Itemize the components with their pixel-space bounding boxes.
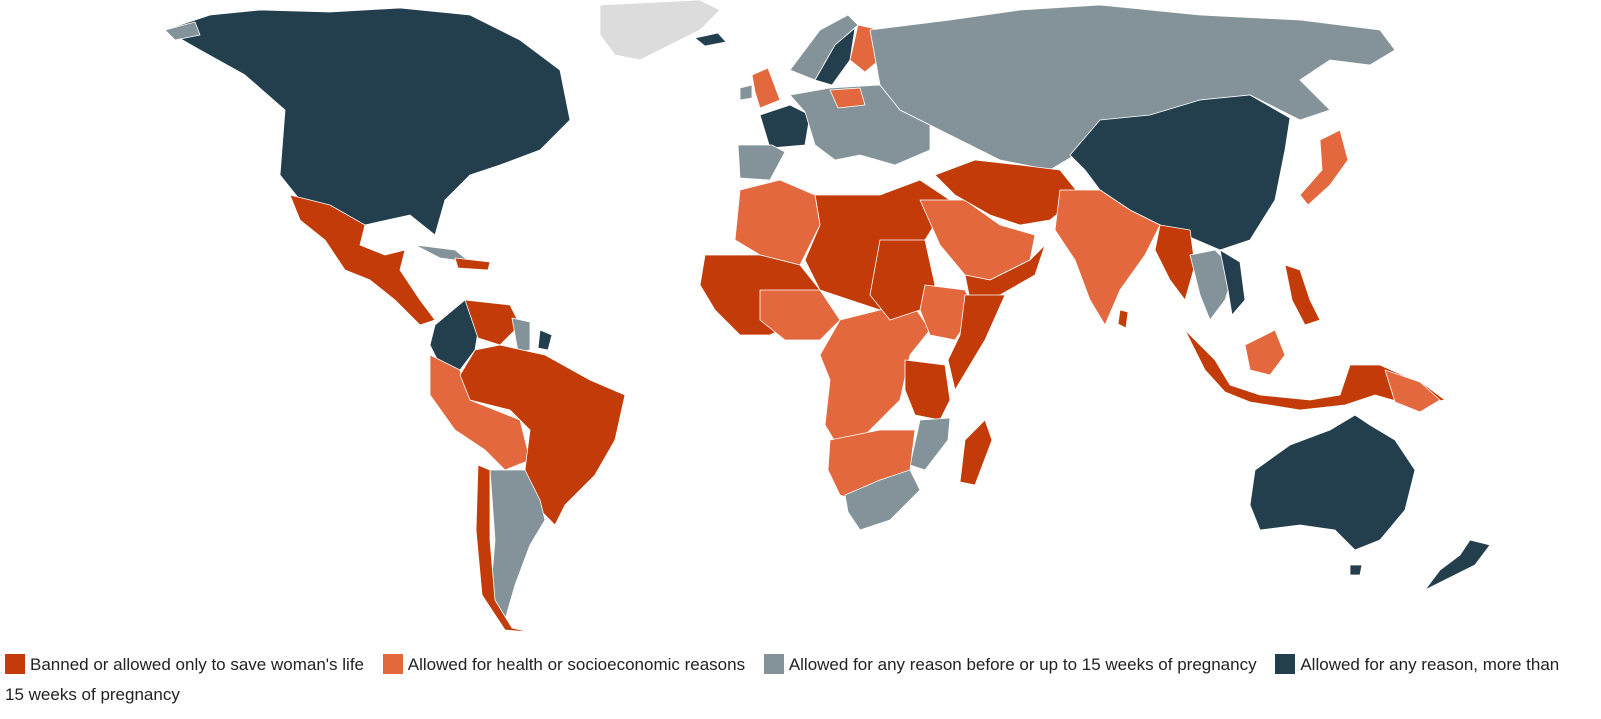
- region-sri-lanka: [1117, 309, 1129, 329]
- legend-item-banned: Banned or allowed only to save woman's l…: [5, 654, 364, 674]
- region-hispaniola: [454, 257, 491, 271]
- legend-swatch-fifteen-weeks: [763, 654, 784, 674]
- region-chile: [475, 464, 531, 633]
- legend-label-fifteen-weeks: Allowed for any reason before or up to 1…: [788, 655, 1257, 674]
- legend-item-health: Allowed for health or socioeconomic reas…: [382, 654, 746, 674]
- region-east-africa: [904, 359, 951, 421]
- region-french-guiana: [537, 329, 553, 351]
- region-alaska-islands: [164, 21, 201, 41]
- region-uk: [751, 67, 781, 109]
- region-mozambique: [909, 417, 951, 471]
- region-maghreb: [734, 179, 821, 266]
- region-japan: [1299, 129, 1349, 206]
- region-nigeria-ghana: [759, 289, 841, 341]
- region-ireland: [739, 84, 753, 101]
- region-new-zealand: [1424, 539, 1491, 591]
- map-legend: Banned or allowed only to save woman's l…: [5, 650, 1565, 710]
- world-map: [164, 0, 1491, 633]
- legend-swatch-health: [382, 654, 403, 674]
- legend-label-health: Allowed for health or socioeconomic reas…: [407, 655, 746, 674]
- region-tasmania: [1349, 564, 1363, 576]
- region-central-europe: [789, 84, 931, 166]
- region-iberia: [737, 144, 786, 181]
- region-indonesia: [1184, 329, 1446, 411]
- legend-label-banned: Banned or allowed only to save woman's l…: [30, 655, 364, 674]
- region-russia: [869, 4, 1396, 171]
- region-south-africa: [844, 469, 921, 531]
- region-australia: [1249, 414, 1416, 551]
- region-poland: [829, 87, 866, 109]
- region-borneo: [1244, 329, 1286, 376]
- region-guyana: [511, 317, 531, 353]
- legend-item-fifteen-weeks: Allowed for any reason before or up to 1…: [763, 654, 1257, 674]
- region-france: [759, 104, 811, 149]
- region-brazil: [459, 344, 626, 526]
- region-vietnam: [1219, 249, 1246, 316]
- legend-label-more-than-15: Allowed for any reason, more than 15 wee…: [5, 655, 1560, 704]
- legend-swatch-more-than-15: [1275, 654, 1296, 674]
- region-greenland: [599, 0, 721, 61]
- region-mexico-central-america: [289, 194, 436, 326]
- region-philippines: [1284, 264, 1321, 326]
- region-somalia: [947, 294, 1006, 391]
- region-north-america: [164, 7, 571, 236]
- region-madagascar: [959, 419, 993, 486]
- region-png: [1384, 369, 1441, 413]
- region-myanmar: [1154, 224, 1196, 301]
- region-sweden: [814, 27, 856, 86]
- region-india: [1054, 189, 1161, 326]
- region-iceland: [694, 32, 727, 47]
- legend-swatch-banned: [5, 654, 25, 674]
- region-venezuela: [464, 299, 521, 346]
